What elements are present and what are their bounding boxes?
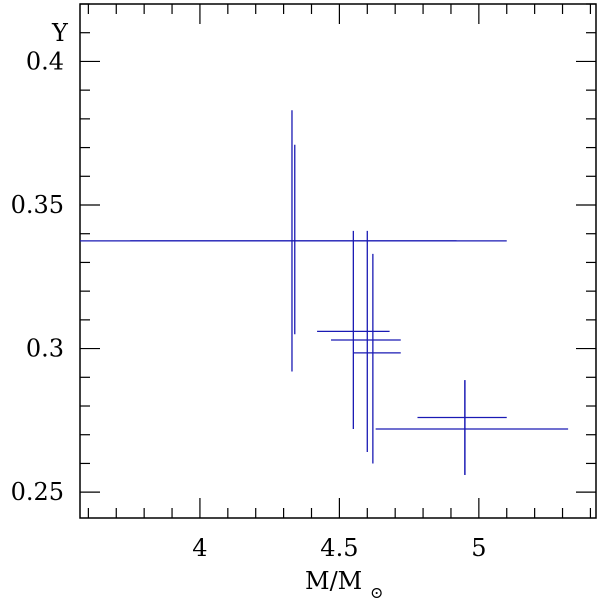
x-tick-label: 5 [471, 534, 486, 562]
tick-labels: 4 4.5 5 0.25 0.3 0.35 0.4 [11, 47, 487, 562]
data-point [353, 253, 401, 464]
axis-ticks [80, 3, 596, 518]
data-point [331, 230, 401, 452]
plot-frame [79, 3, 597, 519]
x-axis-label: M/M [305, 567, 362, 595]
error-bars [80, 110, 569, 475]
y-tick-label: 0.4 [26, 47, 64, 75]
x-tick-label: 4.5 [320, 534, 358, 562]
y-axis-label: Y [51, 19, 69, 47]
data-point [130, 144, 457, 335]
x-tick-label: 4 [192, 534, 207, 562]
y-tick-label: 0.35 [11, 191, 64, 219]
x-axis-label-subscript: ⊙ [370, 583, 383, 602]
y-tick-label: 0.25 [11, 478, 64, 506]
data-point [317, 230, 390, 429]
data-point [417, 380, 507, 475]
y-tick-label: 0.3 [26, 335, 64, 363]
data-point [375, 380, 569, 475]
